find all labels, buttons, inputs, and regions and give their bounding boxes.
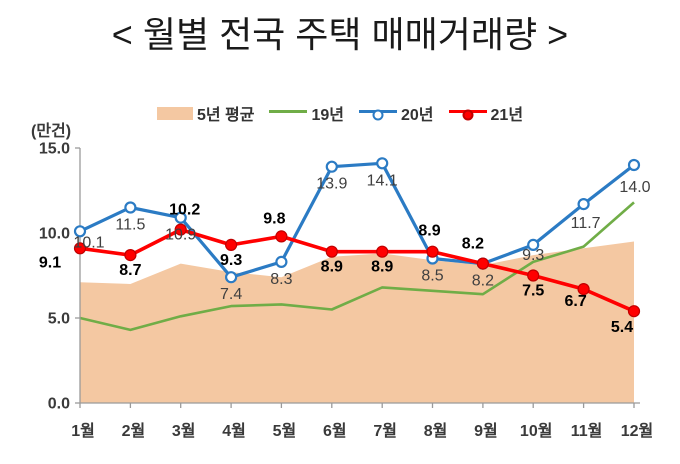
data-point-2020 — [174, 211, 187, 224]
data-point-2021 — [476, 257, 489, 270]
legend-item-5yr-average: 5년 평균 — [156, 101, 255, 125]
data-label-2021: 6.7 — [564, 293, 586, 310]
data-point-2021 — [426, 245, 439, 258]
data-label-2021: 9.3 — [220, 252, 242, 269]
data-point-2020 — [73, 225, 87, 238]
line-series-2019 — [79, 201, 635, 332]
x-tick-label: 10월 — [520, 422, 553, 440]
line-open-circle-swatch-icon — [358, 109, 397, 120]
data-label-2021: 8.9 — [321, 259, 343, 276]
line-series-2021 — [79, 227, 635, 313]
x-tick-label: 1월 — [71, 422, 95, 440]
data-label-2021: 8.2 — [462, 236, 484, 253]
area-series-5yr-average — [80, 241, 634, 403]
data-label-2020: 14.0 — [619, 179, 650, 196]
data-label-2021: 5.4 — [611, 319, 633, 336]
data-label-2020: 8.3 — [270, 271, 292, 288]
area-swatch-icon — [156, 106, 193, 120]
y-tick-label: 10.0 — [39, 226, 70, 243]
data-label-2020: 13.9 — [316, 176, 347, 193]
data-label-2020: 8.5 — [421, 268, 443, 285]
data-point-2021 — [225, 238, 238, 251]
data-point-2020 — [325, 160, 338, 173]
data-point-2020 — [376, 157, 389, 170]
data-point-2021 — [577, 283, 590, 296]
data-label-2020: 10.1 — [73, 234, 104, 251]
data-label-2021: 9.8 — [263, 210, 285, 227]
y-tick-label: 0.0 — [48, 396, 70, 413]
data-point-2021 — [275, 230, 288, 243]
data-point-2021 — [627, 305, 641, 318]
data-point-2020 — [527, 238, 540, 251]
x-tick-label: 4월 — [222, 422, 246, 440]
y-axis-unit-label: (만건) — [31, 123, 72, 140]
data-point-2021 — [527, 269, 540, 282]
data-point-2021 — [325, 245, 338, 258]
legend-label: 21년 — [490, 107, 524, 124]
x-tick-label: 12월 — [621, 422, 654, 440]
x-tick-label: 9월 — [474, 422, 498, 440]
line-filled-circle-swatch-icon — [448, 109, 487, 120]
data-point-2021 — [174, 223, 187, 236]
data-point-2020 — [124, 201, 137, 214]
data-label-2021: 8.9 — [418, 223, 440, 240]
data-point-2021 — [124, 249, 137, 262]
legend-label: 5년 평균 — [196, 107, 255, 124]
chart-title: < 월별 전국 주택 매매거래량 > — [111, 14, 569, 55]
y-tick-label: 15.0 — [39, 141, 70, 158]
legend-item-2019: 19년 — [269, 101, 344, 125]
x-tick-label: 8월 — [424, 422, 448, 440]
chart-legend: 5년 평균 19년 20년 21년 — [0, 101, 680, 125]
legend-label: 19년 — [311, 107, 344, 124]
data-label-2021: 8.9 — [371, 259, 393, 276]
data-label-2020: 9.3 — [522, 247, 544, 264]
data-label-2021: 9.1 — [39, 254, 61, 271]
data-point-2020 — [577, 198, 590, 211]
data-label-2021: 7.5 — [522, 283, 544, 300]
x-tick-label: 11월 — [571, 422, 603, 440]
data-label-2020: 14.1 — [367, 172, 398, 189]
data-point-2021 — [376, 245, 389, 258]
data-point-2020 — [275, 255, 288, 268]
data-point-2020 — [627, 158, 641, 172]
legend-label: 20년 — [400, 107, 434, 124]
legend-item-2021: 21년 — [448, 101, 524, 125]
data-label-2021: 10.2 — [169, 202, 200, 219]
data-label-2020: 7.4 — [220, 286, 242, 303]
x-tick-label: 2월 — [122, 422, 146, 440]
data-label-2020: 11.7 — [571, 215, 601, 232]
x-tick-label: 7월 — [373, 422, 397, 440]
data-label-2021: 8.7 — [119, 262, 141, 279]
data-point-2020 — [225, 271, 238, 284]
legend-item-2020: 20년 — [358, 101, 434, 125]
x-tick-label: 3월 — [172, 422, 196, 440]
x-tick-label: 6월 — [323, 422, 347, 440]
line-series-2020 — [79, 161, 635, 279]
data-label-2020: 10.9 — [165, 227, 196, 244]
data-point-2021 — [73, 242, 87, 255]
x-tick-label: 5월 — [273, 422, 297, 440]
data-label-2020: 8.2 — [472, 273, 494, 290]
y-tick-label: 5.0 — [48, 311, 70, 328]
data-label-2020: 11.5 — [115, 217, 145, 234]
line-swatch-icon — [269, 110, 308, 116]
